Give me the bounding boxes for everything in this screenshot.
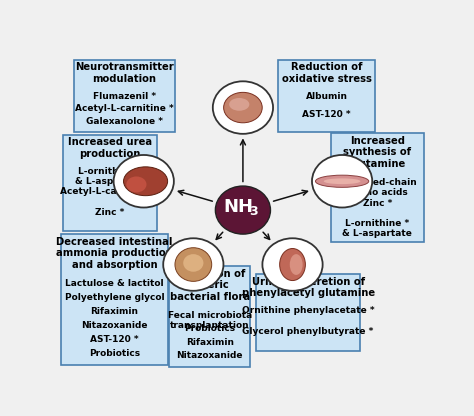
Text: 3: 3 <box>250 205 258 218</box>
FancyBboxPatch shape <box>256 274 360 351</box>
Circle shape <box>114 155 174 208</box>
Text: L-ornithine *
& L-aspartate: L-ornithine * & L-aspartate <box>75 167 145 186</box>
Text: Acetyl-L-carnitine *: Acetyl-L-carnitine * <box>60 187 159 196</box>
Text: Neurotransmitter
modulation: Neurotransmitter modulation <box>75 62 174 84</box>
Text: Acetyl-L-carnitine *: Acetyl-L-carnitine * <box>75 104 174 113</box>
FancyBboxPatch shape <box>61 234 168 365</box>
Text: Probiotics: Probiotics <box>184 324 236 333</box>
Text: Rifaximin: Rifaximin <box>91 307 138 316</box>
Circle shape <box>163 238 223 291</box>
Text: NH: NH <box>224 198 254 216</box>
Circle shape <box>213 81 273 134</box>
Text: AST-120 *: AST-120 * <box>302 110 351 119</box>
Ellipse shape <box>224 92 262 123</box>
Ellipse shape <box>290 254 302 275</box>
Text: Urinary excretion of
phenylacetyl glutamine: Urinary excretion of phenylacetyl glutam… <box>242 277 374 298</box>
Text: Galexanolone *: Galexanolone * <box>86 116 163 126</box>
Text: Flumazenil *: Flumazenil * <box>93 92 156 101</box>
FancyBboxPatch shape <box>63 135 156 231</box>
Ellipse shape <box>324 178 360 184</box>
Text: Zinc *: Zinc * <box>363 198 392 208</box>
Text: Branched-chain
amino acids: Branched-chain amino acids <box>337 178 417 198</box>
Text: Ornithine phenylacetate *: Ornithine phenylacetate * <box>242 306 374 315</box>
Text: Rifaximin: Rifaximin <box>186 338 234 347</box>
Text: Fecal microbiota
transplantation: Fecal microbiota transplantation <box>168 311 252 330</box>
Ellipse shape <box>316 175 369 187</box>
Circle shape <box>215 186 271 234</box>
Ellipse shape <box>183 254 203 272</box>
Text: L-ornithine *
& L-aspartate: L-ornithine * & L-aspartate <box>342 219 412 238</box>
FancyBboxPatch shape <box>331 133 424 242</box>
Ellipse shape <box>126 176 146 193</box>
FancyBboxPatch shape <box>74 59 175 131</box>
Ellipse shape <box>124 167 168 196</box>
Text: Albumin: Albumin <box>306 92 347 101</box>
Text: AST-120 *: AST-120 * <box>90 335 139 344</box>
Ellipse shape <box>229 98 249 111</box>
Circle shape <box>263 238 323 291</box>
Ellipse shape <box>280 248 305 280</box>
Text: Increased urea
production: Increased urea production <box>68 137 152 159</box>
Text: Increased
synthesis of
glutamine: Increased synthesis of glutamine <box>343 136 411 169</box>
Text: Zinc *: Zinc * <box>95 208 125 217</box>
FancyBboxPatch shape <box>169 266 250 367</box>
Text: Polyethylene glycol: Polyethylene glycol <box>64 293 164 302</box>
Text: Decreased intestinal
ammonia production
and absorption: Decreased intestinal ammonia production … <box>56 237 173 270</box>
Text: Nitazoxanide: Nitazoxanide <box>177 351 243 360</box>
FancyBboxPatch shape <box>278 59 375 131</box>
Text: Probiotics: Probiotics <box>89 349 140 358</box>
Text: Nitazoxanide: Nitazoxanide <box>81 321 147 330</box>
Circle shape <box>312 155 372 208</box>
Text: Reduction of
oxidative stress: Reduction of oxidative stress <box>282 62 372 84</box>
Text: Glycerol phenylbutyrate *: Glycerol phenylbutyrate * <box>242 327 374 336</box>
Ellipse shape <box>175 248 212 281</box>
Text: Alteration of
enteric
bacterial flora: Alteration of enteric bacterial flora <box>170 269 250 302</box>
Text: Lactulose & lactitol: Lactulose & lactitol <box>65 279 164 288</box>
